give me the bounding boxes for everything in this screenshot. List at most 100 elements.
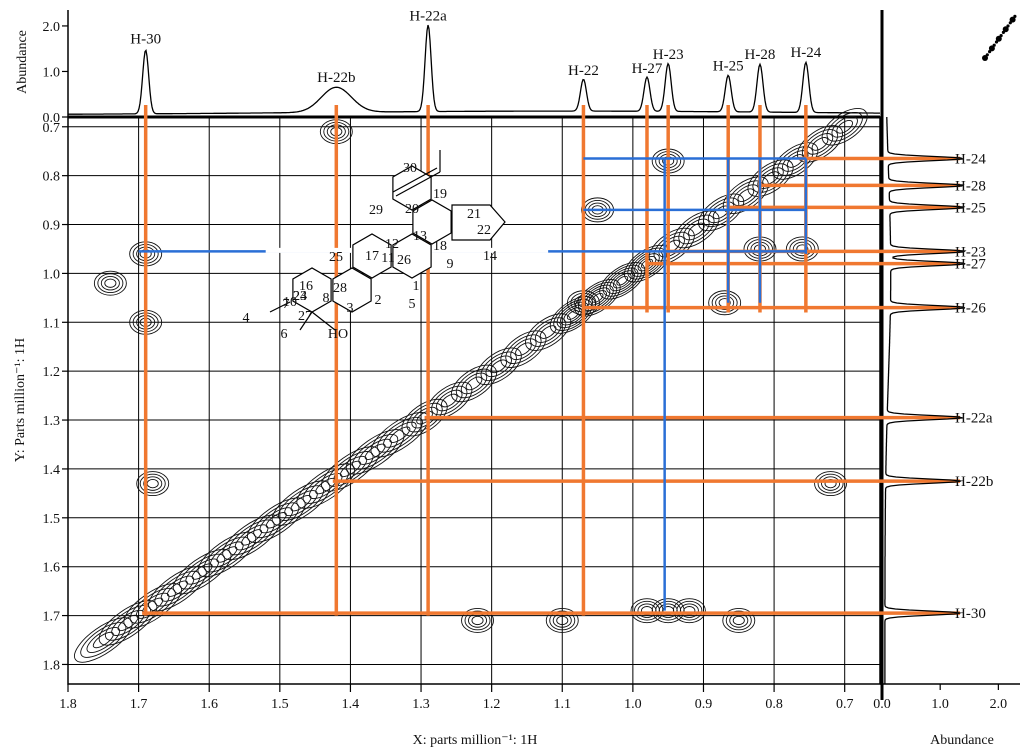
structure-label: 7 (283, 297, 290, 312)
contour-ring (146, 478, 159, 489)
contour-ring (166, 580, 188, 597)
corner-thumbnail (982, 14, 1017, 61)
contour-ring (703, 197, 740, 228)
top-peak-label: H-27 (632, 61, 663, 77)
contour-ring (515, 342, 532, 357)
y-axis-ticks: 0.7 0.8 0.9 1.0 1.1 1.2 1.3 1.4 1.5 1.6 1.7 1.8 (43, 121, 68, 673)
structure-label: 25 (329, 250, 343, 265)
structure-label: 19 (433, 187, 447, 202)
contour-ring (676, 600, 703, 621)
x-tick-label: 0.9 (695, 697, 713, 712)
thumbnail-dot (1013, 14, 1017, 18)
structure-label: 16 (299, 279, 313, 294)
contour-ring (679, 603, 699, 618)
structure-label: 11 (381, 251, 394, 266)
contour-ring (722, 608, 756, 633)
structure-label: 27 (298, 309, 312, 324)
contour-ring (97, 273, 124, 294)
contour-ring (772, 142, 819, 180)
contour-ring (606, 267, 639, 294)
contour-ring (545, 608, 579, 633)
y-tick-label: 1.4 (43, 463, 61, 478)
contour-ring (100, 275, 120, 291)
contour-ring (485, 355, 512, 378)
y-tick-label: 1.6 (43, 561, 61, 576)
contour-ring (80, 622, 127, 658)
top-peak-label: H-30 (130, 31, 161, 47)
structure-label: 5 (409, 297, 416, 312)
x-tick-label: 1.2 (483, 697, 501, 712)
contour-ring (259, 507, 294, 534)
contour-ring (123, 583, 183, 629)
contour-ring (814, 471, 848, 497)
contour-ring (290, 494, 312, 512)
contour-ring (383, 421, 417, 448)
x-tick-label: 1.5 (271, 697, 289, 712)
structure-ring (412, 199, 452, 245)
contour-ring (602, 264, 642, 297)
structure-label: 9 (447, 257, 454, 272)
contour-ring (185, 558, 219, 585)
contour-ring (210, 541, 244, 568)
top-peak-label: H-22b (317, 70, 355, 86)
contour-ring (143, 476, 163, 491)
right-peak-label: H-22b (955, 474, 993, 490)
contour-ring (821, 108, 868, 146)
right-xtick-label: 1.0 (931, 697, 949, 712)
contour-ring (505, 334, 542, 364)
contour-ring (637, 255, 657, 272)
thumbnail-dot (988, 45, 995, 52)
contour-ring (234, 524, 269, 551)
y-tick-label: 1.3 (43, 414, 61, 429)
contour-ring (253, 502, 300, 539)
contour-ring (74, 617, 133, 663)
contour-ring (609, 270, 636, 292)
contour-ring (179, 553, 226, 590)
right-peak-label: H-26 (955, 301, 986, 317)
contour-ring (464, 610, 491, 631)
contour-ring (658, 235, 685, 258)
top-peak-label: H-28 (745, 47, 776, 63)
y-tick-label: 0.7 (43, 121, 61, 136)
structure-label: 29 (369, 203, 383, 218)
structure-label: 2 (375, 293, 382, 308)
structure-ring (451, 204, 506, 241)
contour-ring (216, 546, 238, 563)
contour-ring (811, 137, 829, 151)
contour-ring (364, 443, 386, 461)
contour-ring (160, 575, 195, 602)
structure-label: 22 (477, 223, 491, 238)
y-tick-label: 0.8 (43, 170, 61, 185)
structure-label: 17 (365, 249, 379, 264)
contour-ring (534, 321, 562, 343)
contour-ring (785, 236, 819, 262)
contour-ring (630, 250, 664, 277)
contour-ring (789, 239, 816, 259)
contour-ring (376, 416, 423, 453)
structure-label: 4 (243, 311, 250, 326)
contour-ring (406, 402, 443, 433)
y-tick-label: 1.2 (43, 365, 61, 380)
contour-ring (786, 154, 804, 168)
contour-ring (296, 463, 356, 509)
structure-label: 26 (397, 253, 411, 268)
contour-ring (431, 385, 468, 416)
thumbnail-dot (999, 34, 1003, 38)
contour-ring (556, 615, 569, 626)
structure-bond (392, 167, 438, 193)
contour-ring (460, 372, 488, 395)
top-ytick-label: 2.0 (43, 20, 61, 35)
contour-ring (154, 570, 201, 607)
right-projection: 0.0 1.0 2.0 H-24 H-28 H-25 H-23H-27 H-26 H-22a H-… (873, 117, 1007, 712)
x-tick-label: 0.7 (836, 697, 854, 712)
contour-ring (104, 278, 117, 288)
contour-ring (732, 184, 760, 207)
contour-ring (105, 605, 152, 641)
structure-label: 3 (347, 301, 354, 316)
contour-ring (117, 614, 139, 632)
right-spectrum-trace (884, 117, 967, 684)
contour-ring (525, 313, 572, 351)
structure-bond (395, 171, 441, 197)
